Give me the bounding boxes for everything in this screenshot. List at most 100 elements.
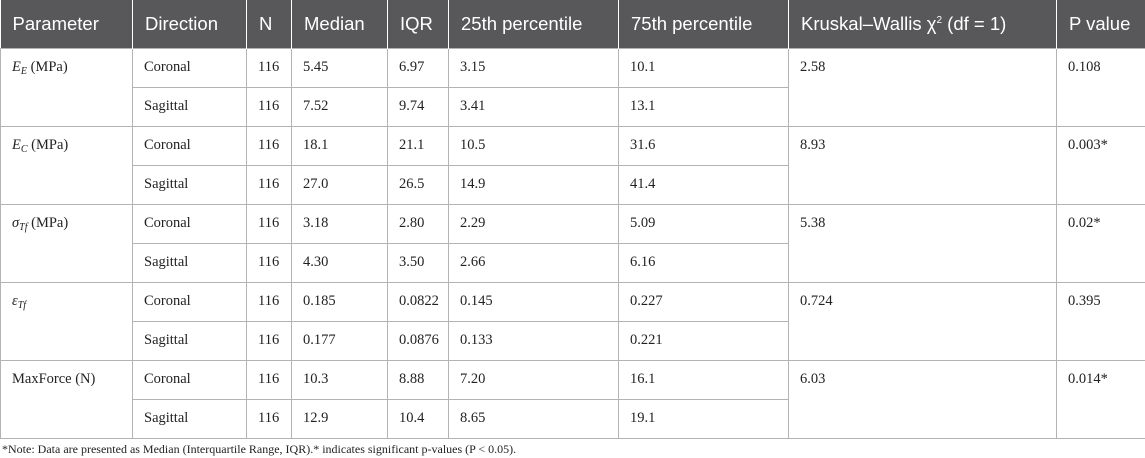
direction-cell: Coronal — [132, 359, 247, 400]
header-n: N — [246, 0, 292, 48]
parameter-cell: MaxForce (N) — [0, 359, 133, 439]
parameter-unit: (MPa) — [27, 214, 69, 231]
kw-df-label: (df = 1) — [942, 12, 1007, 34]
parameter-subscript: Tf — [19, 221, 28, 233]
n-cell: 116 — [246, 125, 292, 166]
table-row: Sagittal 116 27.0 26.5 14.9 41.4 — [1, 164, 1145, 205]
results-table: Parameter Direction N Median IQR 25th pe… — [0, 0, 1145, 439]
iqr-cell: 0.0876 — [387, 320, 449, 361]
n-cell: 116 — [246, 320, 292, 361]
direction-cell: Coronal — [132, 203, 247, 244]
iqr-cell: 6.97 — [387, 47, 449, 88]
header-row: Parameter Direction N Median IQR 25th pe… — [0, 0, 1145, 48]
parameter-symbol: E — [12, 136, 21, 153]
parameter-symbol: σ — [12, 214, 20, 231]
median-cell: 10.3 — [291, 359, 388, 400]
iqr-cell: 2.80 — [387, 203, 449, 244]
p25-cell: 0.145 — [448, 281, 619, 322]
iqr-cell: 3.50 — [387, 242, 449, 283]
parameter-symbol: ε — [12, 292, 18, 309]
p75-cell: 5.09 — [618, 203, 789, 244]
parameter-symbol: E — [12, 58, 21, 75]
p-value-cell: 0.108 — [1056, 47, 1145, 127]
table-row: Sagittal 116 0.177 0.0876 0.133 0.221 — [1, 320, 1145, 361]
table-row: MaxForce (N) Coronal 116 10.3 8.88 7.20 16.1 6.… — [0, 359, 1145, 439]
p75-cell: 16.1 — [618, 359, 789, 400]
table-row: Sagittal 116 7.52 9.74 3.41 13.1 — [1, 86, 1145, 127]
iqr-cell: 8.88 — [387, 359, 449, 400]
median-cell: 18.1 — [291, 125, 388, 166]
kruskal-wallis-cell: 5.38 — [788, 203, 1057, 283]
iqr-cell: 10.4 — [387, 398, 449, 439]
parameter-unit: (MPa) — [27, 136, 69, 153]
p75-cell: 0.221 — [618, 320, 789, 361]
table-footnote: *Note: Data are presented as Median (Int… — [2, 442, 517, 456]
direction-cell: Sagittal — [132, 86, 247, 127]
p25-cell: 3.41 — [448, 86, 619, 127]
parameter-subscript: C — [20, 143, 28, 155]
median-cell: 27.0 — [291, 164, 388, 205]
kruskal-wallis-cell: 8.93 — [788, 125, 1057, 205]
header-25th-percentile: 25th percentile — [448, 0, 619, 48]
median-cell: 4.30 — [291, 242, 388, 283]
kruskal-wallis-cell: 0.724 — [788, 281, 1057, 361]
n-cell: 116 — [246, 242, 292, 283]
table-row: σTf (MPa) Coronal 116 3.18 2.80 2.29 5.09 5.38 0… — [0, 203, 1145, 283]
p-value-cell: 0.02* — [1056, 203, 1145, 283]
p-value-cell: 0.014* — [1056, 359, 1145, 439]
p75-cell: 6.16 — [618, 242, 789, 283]
parameter-unit: (MPa) — [26, 58, 68, 75]
n-cell: 116 — [246, 398, 292, 439]
median-cell: 3.18 — [291, 203, 388, 244]
median-cell: 0.185 — [291, 281, 388, 322]
parameter-unit: MaxForce (N) — [12, 370, 96, 387]
p75-cell: 0.227 — [618, 281, 789, 322]
direction-cell: Sagittal — [132, 164, 247, 205]
n-cell: 116 — [246, 203, 292, 244]
direction-cell: Coronal — [132, 125, 247, 166]
p75-cell: 10.1 — [618, 47, 789, 88]
table-body: EE (MPa) Coronal 116 5.45 6.97 3.15 10.1 2.58 0.… — [0, 47, 1145, 439]
p25-cell: 0.133 — [448, 320, 619, 361]
p25-cell: 14.9 — [448, 164, 619, 205]
p75-cell: 31.6 — [618, 125, 789, 166]
parameter-subscript: E — [20, 65, 27, 77]
median-cell: 5.45 — [291, 47, 388, 88]
p75-cell: 41.4 — [618, 164, 789, 205]
parameter-cell: EC (MPa) — [0, 125, 133, 205]
kw-label: Kruskal–Wallis χ — [801, 12, 937, 34]
iqr-cell: 9.74 — [387, 86, 449, 127]
p25-cell: 7.20 — [448, 359, 619, 400]
n-cell: 116 — [246, 359, 292, 400]
n-cell: 116 — [246, 86, 292, 127]
table-row: Sagittal 116 4.30 3.50 2.66 6.16 — [1, 242, 1145, 283]
header-direction: Direction — [132, 0, 247, 48]
header-kruskal-wallis: Kruskal–Wallis χ2 (df = 1) — [788, 0, 1057, 48]
median-cell: 12.9 — [291, 398, 388, 439]
header-p-value: P value — [1056, 0, 1145, 48]
p25-cell: 2.29 — [448, 203, 619, 244]
n-cell: 116 — [246, 164, 292, 205]
direction-cell: Sagittal — [132, 242, 247, 283]
p25-cell: 2.66 — [448, 242, 619, 283]
n-cell: 116 — [246, 281, 292, 322]
iqr-cell: 21.1 — [387, 125, 449, 166]
p25-cell: 8.65 — [448, 398, 619, 439]
direction-cell: Coronal — [132, 47, 247, 88]
iqr-cell: 0.0822 — [387, 281, 449, 322]
n-cell: 116 — [246, 47, 292, 88]
kw-superscript: 2 — [936, 14, 943, 26]
header-iqr: IQR — [387, 0, 449, 48]
direction-cell: Coronal — [132, 281, 247, 322]
p75-cell: 19.1 — [618, 398, 789, 439]
header-75th-percentile: 75th percentile — [618, 0, 789, 48]
p25-cell: 10.5 — [448, 125, 619, 166]
median-cell: 0.177 — [291, 320, 388, 361]
p25-cell: 3.15 — [448, 47, 619, 88]
table-row: EE (MPa) Coronal 116 5.45 6.97 3.15 10.1 2.58 0.… — [0, 47, 1145, 127]
table-row: εTf Coronal 116 0.185 0.0822 0.145 0.227 0.724 0… — [0, 281, 1145, 361]
direction-cell: Sagittal — [132, 398, 247, 439]
table-row: Sagittal 116 12.9 10.4 8.65 19.1 — [1, 398, 1145, 439]
parameter-subscript: Tf — [17, 299, 27, 311]
parameter-cell: σTf (MPa) — [0, 203, 133, 283]
